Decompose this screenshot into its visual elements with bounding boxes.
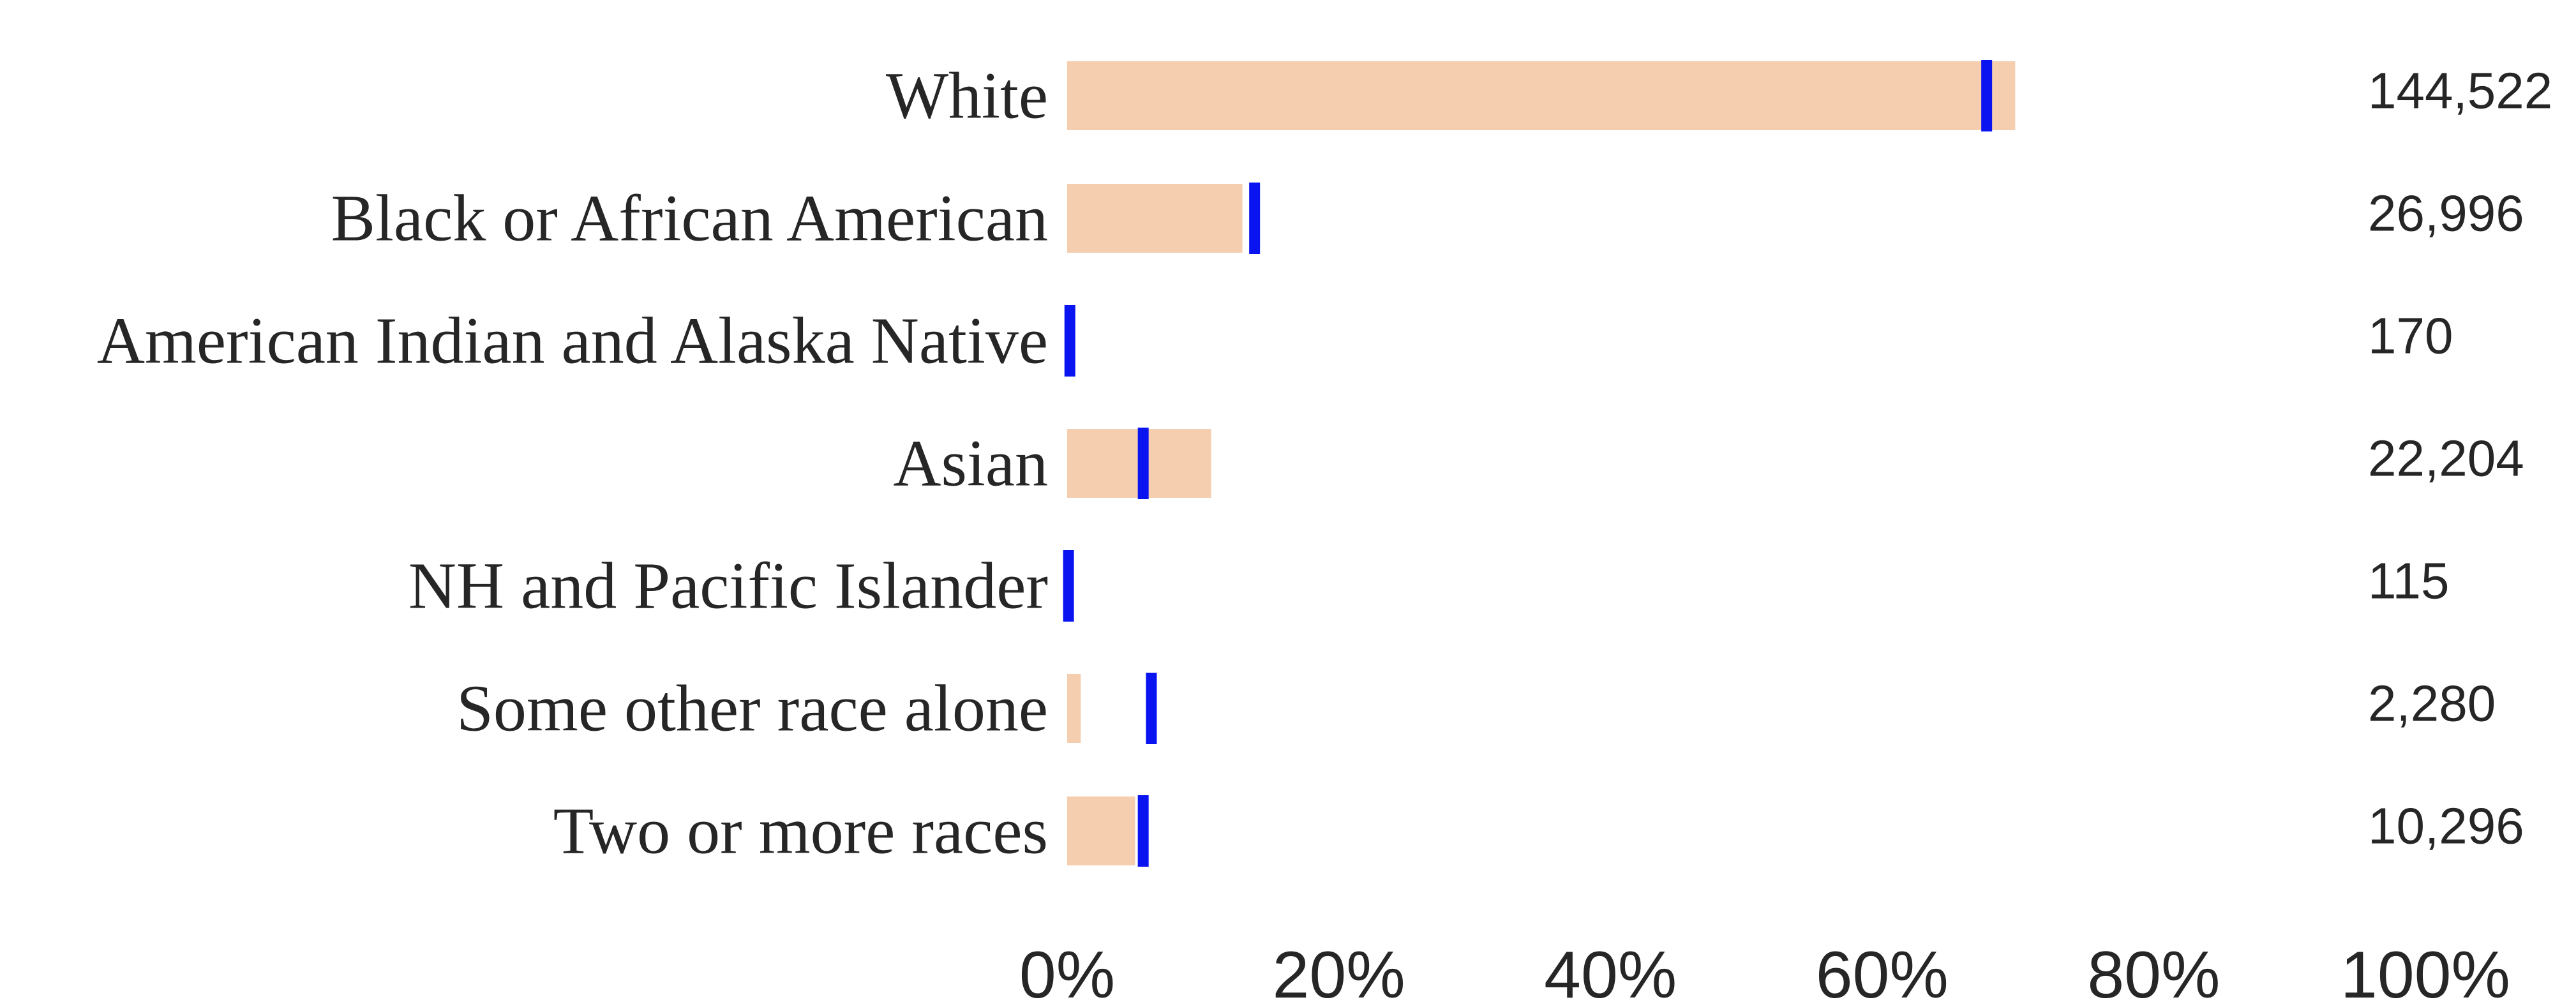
- count-label: 2,280: [2368, 675, 2496, 732]
- bars-layer: [1067, 61, 2016, 865]
- marker-tick: [1064, 305, 1075, 377]
- category-label: American Indian and Alaska Native: [97, 304, 1048, 378]
- category-label: Some other race alone: [456, 672, 1048, 745]
- category-label: Two or more races: [553, 795, 1048, 868]
- category-label: Black or African American: [331, 182, 1048, 255]
- count-label: 144,522: [2368, 63, 2552, 119]
- x-tick-label: 0%: [1019, 938, 1115, 1002]
- x-tick-label: 60%: [1816, 938, 1949, 1002]
- bar: [1067, 61, 2016, 130]
- marker-tick: [1137, 795, 1149, 867]
- count-label: 10,296: [2368, 798, 2524, 855]
- x-tick-label: 100%: [2340, 938, 2510, 1002]
- x-tick-label: 20%: [1273, 938, 1405, 1002]
- markers-layer: [1063, 60, 1993, 867]
- x-tick-label: 40%: [1544, 938, 1677, 1002]
- marker-tick: [1137, 428, 1149, 499]
- category-label: White: [886, 59, 1048, 133]
- x-tick-label: 80%: [2087, 938, 2220, 1002]
- count-label: 170: [2368, 308, 2453, 364]
- category-label: NH and Pacific Islander: [408, 550, 1048, 623]
- category-labels: White Black or African American American I…: [97, 59, 1048, 868]
- count-labels: 144,522 26,996 170 22,204 115 2,280 10,296: [2368, 63, 2552, 855]
- bar: [1067, 674, 1081, 743]
- bar: [1067, 184, 1243, 253]
- count-label: 26,996: [2368, 185, 2524, 242]
- marker-tick: [1146, 673, 1157, 744]
- marker-tick: [1063, 550, 1074, 622]
- count-label: 115: [2368, 553, 2450, 609]
- marker-tick: [1249, 183, 1261, 254]
- bar: [1067, 796, 1135, 865]
- marker-tick: [1981, 60, 1993, 131]
- category-label: Asian: [893, 427, 1048, 500]
- count-label: 22,204: [2368, 430, 2524, 487]
- x-axis-tick-labels: 0% 20% 40% 60% 80% 100%: [1019, 938, 2510, 1002]
